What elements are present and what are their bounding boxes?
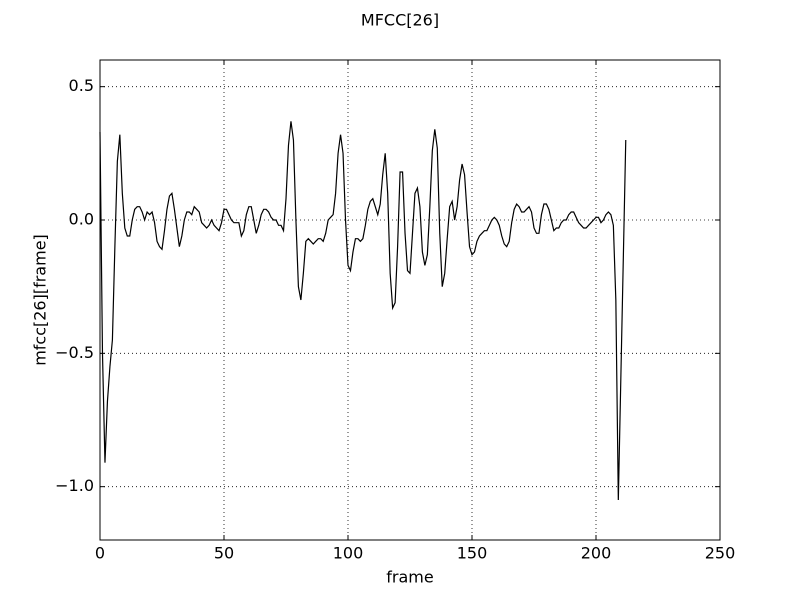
chart-title: MFCC[26] [361,11,439,30]
y-tick-label: −1.0 [55,476,94,495]
y-tick-label: −0.5 [55,343,94,362]
x-tick-label: 200 [581,544,612,563]
y-tick-label: 0.5 [69,76,94,95]
plot-frame [99,59,721,541]
x-tick-label: 100 [333,544,364,563]
y-axis-label: mfcc[26][frame] [31,234,50,366]
x-tick-label: 150 [457,544,488,563]
line [99,121,627,501]
y-tick-label: 0.0 [69,210,94,229]
x-tick-label: 0 [95,544,105,563]
x-tick-label: 250 [705,544,736,563]
x-axis-label: frame [386,568,433,587]
x-tick-label: 50 [214,544,234,563]
